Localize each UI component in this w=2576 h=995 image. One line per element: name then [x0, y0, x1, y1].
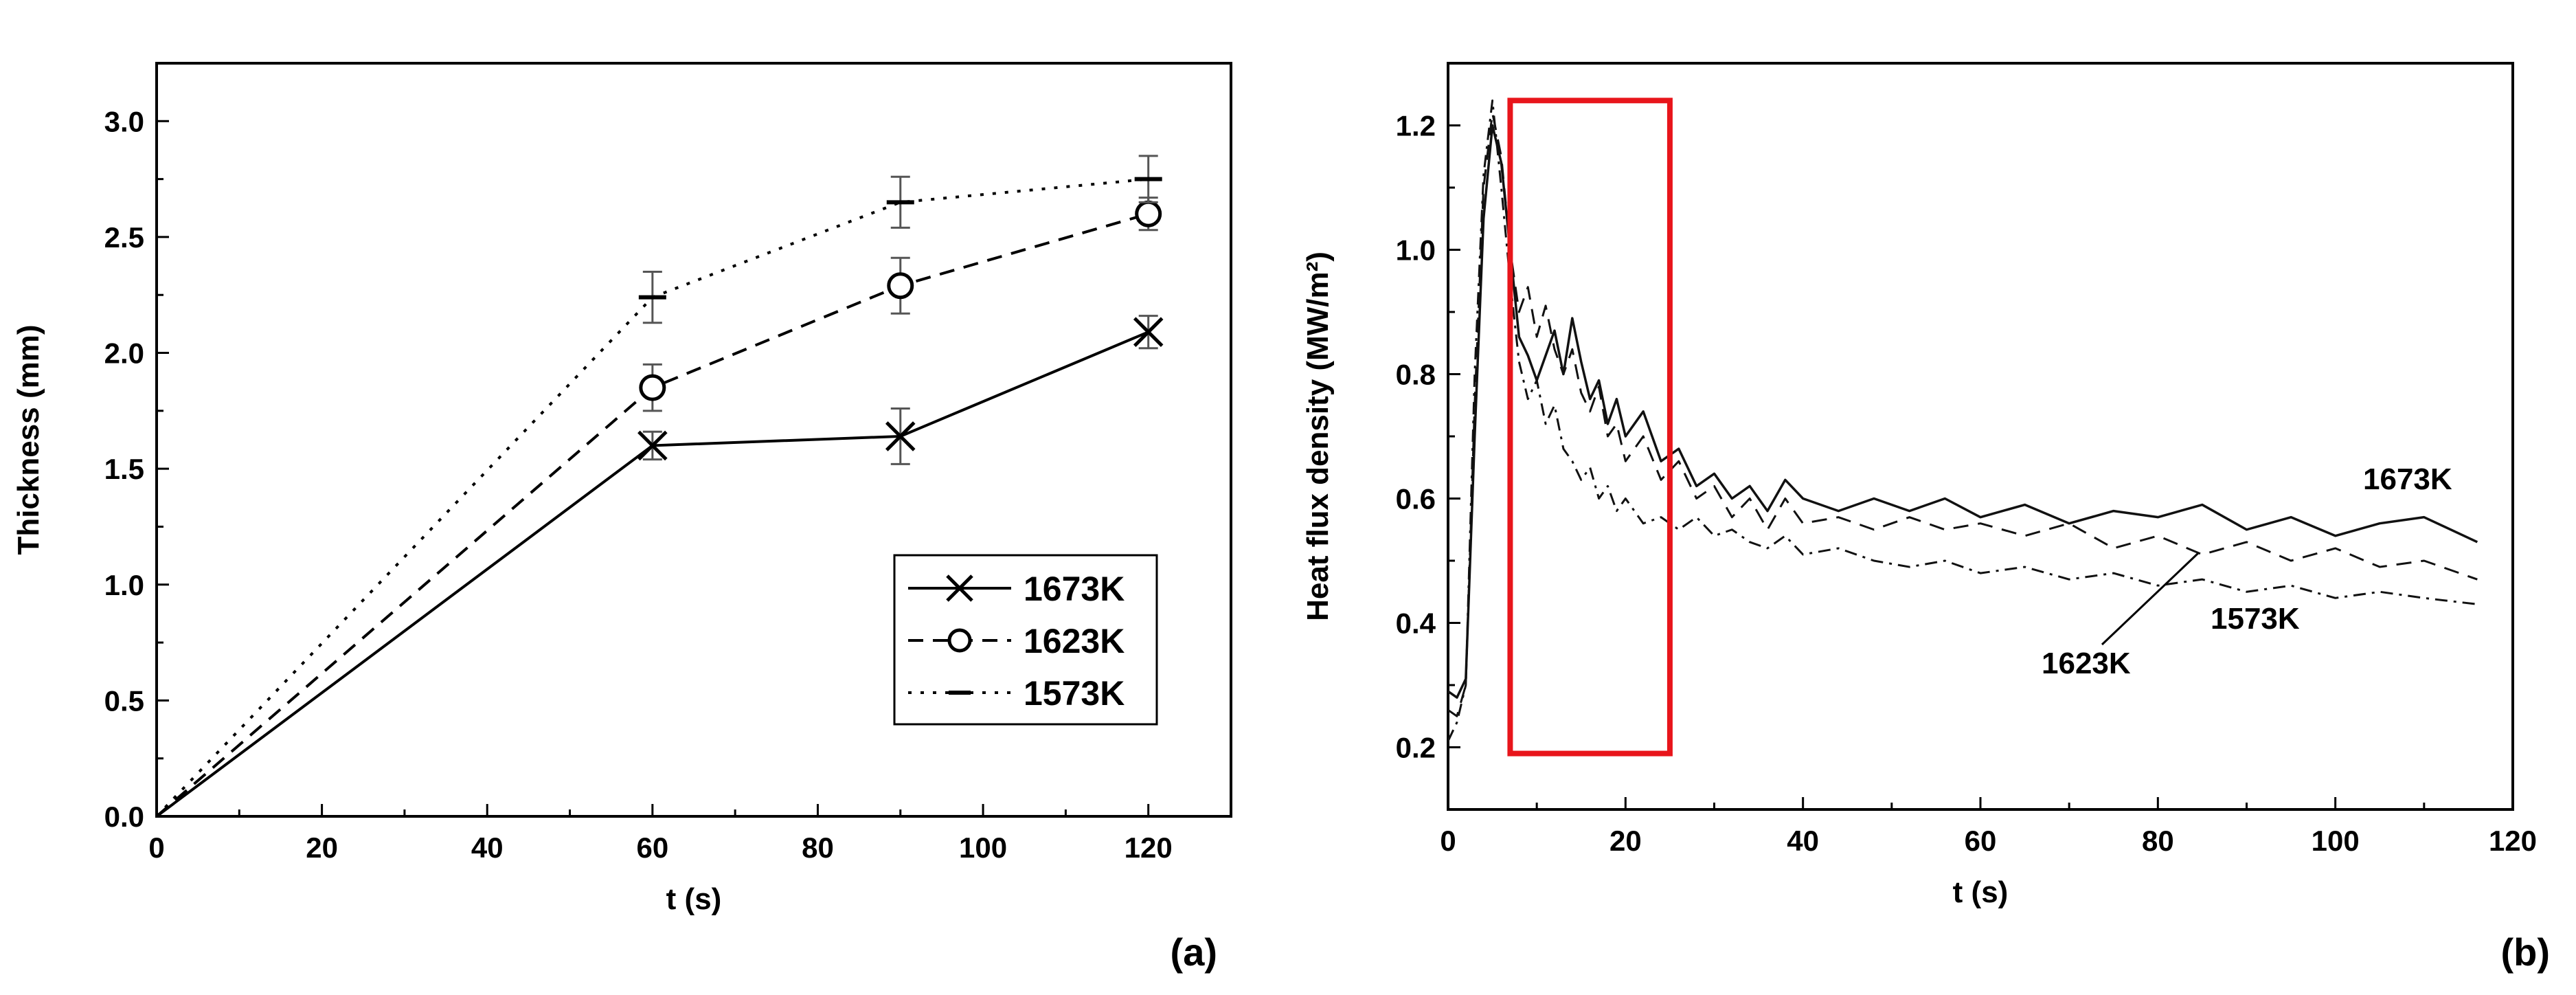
- a-y-tick-label: 0.0: [104, 801, 144, 833]
- a-y-tick-label: 3.0: [104, 105, 144, 137]
- b-x-tick-label: 100: [2312, 825, 2360, 857]
- b-series-line-1623K: [1447, 111, 2478, 717]
- b-series-line-1573K: [1447, 99, 2478, 742]
- a-x-tick-label: 20: [306, 831, 338, 864]
- b-y-tick-label: 1.2: [1396, 110, 1436, 142]
- chart-a: 0 20 40 60 80 100 120 0.0 0.5 1.0 1.5 2.0 2.5 3.0 t (s…: [12, 62, 1232, 974]
- a-legend-label: 1573K: [1024, 674, 1125, 713]
- a-marker-stroke: [637, 430, 668, 461]
- b-x-tick-label: 0: [1440, 825, 1456, 857]
- a-series-line-1623K: [155, 212, 1149, 818]
- a-legend-marker-1623K: [947, 628, 972, 653]
- b-x-tick-label: 120: [2489, 825, 2537, 857]
- a-point-marker-1673K: [637, 430, 668, 461]
- a-series-line-1573K: [155, 177, 1149, 818]
- b-y-axis-label: Heat flux density (MW/m²): [1301, 251, 1335, 621]
- a-point-marker-1673K: [885, 421, 916, 451]
- a-x-tick-label: 40: [471, 831, 504, 864]
- b-panel-label: (b): [2500, 930, 2550, 974]
- b-y-tick-label: 1.0: [1396, 234, 1436, 267]
- a-x-tick-label: 80: [802, 831, 834, 864]
- a-y-tick-label: 2.0: [104, 337, 144, 370]
- b-y-tick-label: 0.6: [1396, 483, 1436, 515]
- a-y-tick-label: 2.5: [104, 221, 144, 254]
- a-x-tick-label: 100: [959, 831, 1007, 864]
- b-y-tick-label: 0.2: [1396, 732, 1436, 764]
- b-x-tick-label: 40: [1787, 825, 1819, 857]
- a-point-marker-1623K: [1135, 200, 1162, 227]
- a-y-axis-label: Thickness (mm): [12, 325, 45, 555]
- a-legend-label: 1673K: [1024, 570, 1125, 608]
- b-y-tick-label: 0.4: [1396, 607, 1436, 640]
- a-x-axis-label: t (s): [666, 882, 722, 916]
- a-legend: 1673K 1623K 1573K: [893, 554, 1158, 726]
- a-plot-frame: [155, 62, 1232, 818]
- a-point-marker-1623K: [639, 374, 666, 401]
- b-annotation-1673k: 1673K: [2363, 462, 2452, 496]
- a-marker-stroke: [946, 574, 973, 602]
- a-series-line-1673K: [155, 331, 1149, 818]
- b-series-line-1673K: [1447, 124, 2478, 699]
- a-marker-stroke: [1133, 317, 1164, 347]
- chart-b: 0 20 40 60 80 100 120 0.2 0.4 0.6 0.8 1.0 1.2 t (s) He…: [1301, 62, 2550, 974]
- a-point-marker-1673K: [1133, 317, 1164, 347]
- b-x-axis-label: t (s): [1953, 875, 2009, 909]
- b-x-tick-label: 20: [1609, 825, 1642, 857]
- b-annotation-1573k: 1573K: [2211, 602, 2300, 636]
- b-annotation-1623k: 1623K: [2042, 647, 2131, 680]
- a-marker-stroke: [885, 421, 916, 451]
- a-y-tick-label: 0.5: [104, 684, 144, 717]
- a-legend-marker-1673K: [946, 574, 973, 602]
- a-panel-label: (a): [1171, 930, 1217, 974]
- a-legend-label: 1623K: [1024, 622, 1125, 660]
- b-y-tick-label: 0.8: [1396, 359, 1436, 391]
- a-y-tick-label: 1.0: [104, 569, 144, 601]
- a-x-tick-label: 60: [636, 831, 668, 864]
- a-y-tick-label: 1.5: [104, 453, 144, 485]
- b-highlight-box: [1507, 98, 1673, 757]
- a-x-tick-label: 0: [148, 831, 164, 864]
- a-point-marker-1623K: [887, 272, 914, 300]
- b-annotation-leader: [2101, 552, 2200, 646]
- b-x-tick-label: 80: [2142, 825, 2174, 857]
- b-x-tick-label: 60: [1965, 825, 1997, 857]
- a-x-tick-label: 120: [1125, 831, 1173, 864]
